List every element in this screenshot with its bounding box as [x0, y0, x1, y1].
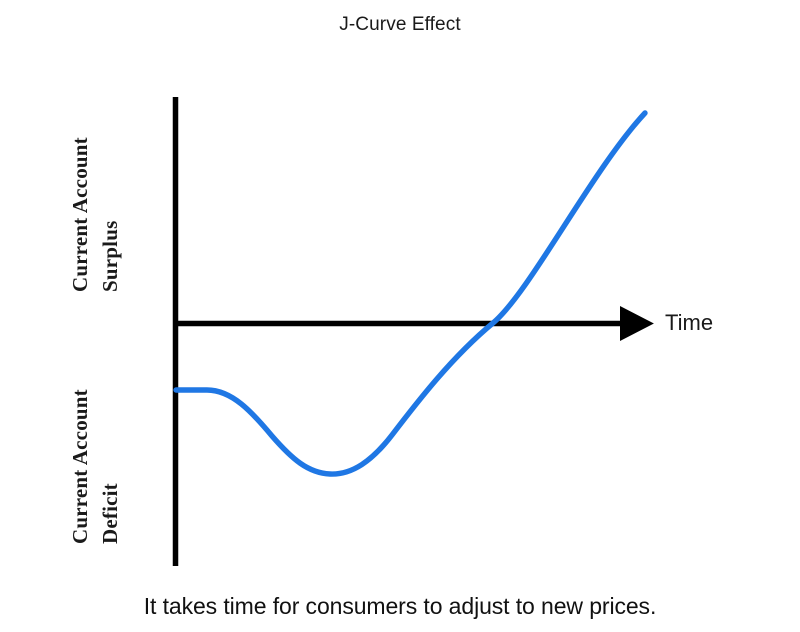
y-axis-label-surplus-line2: Surplus — [98, 220, 122, 292]
y-axis-label-deficit-line1: Current Account — [68, 389, 92, 544]
j-curve-line — [173, 110, 648, 477]
chart-caption: It takes time for consumers to adjust to… — [143, 593, 657, 619]
chart-title: J-Curve Effect — [339, 14, 461, 35]
x-axis-label-time: Time — [665, 310, 714, 335]
y-axis-label-surplus-line1: Current Account — [68, 137, 92, 292]
y-axis-label-deficit-line2: Deficit — [98, 483, 122, 544]
